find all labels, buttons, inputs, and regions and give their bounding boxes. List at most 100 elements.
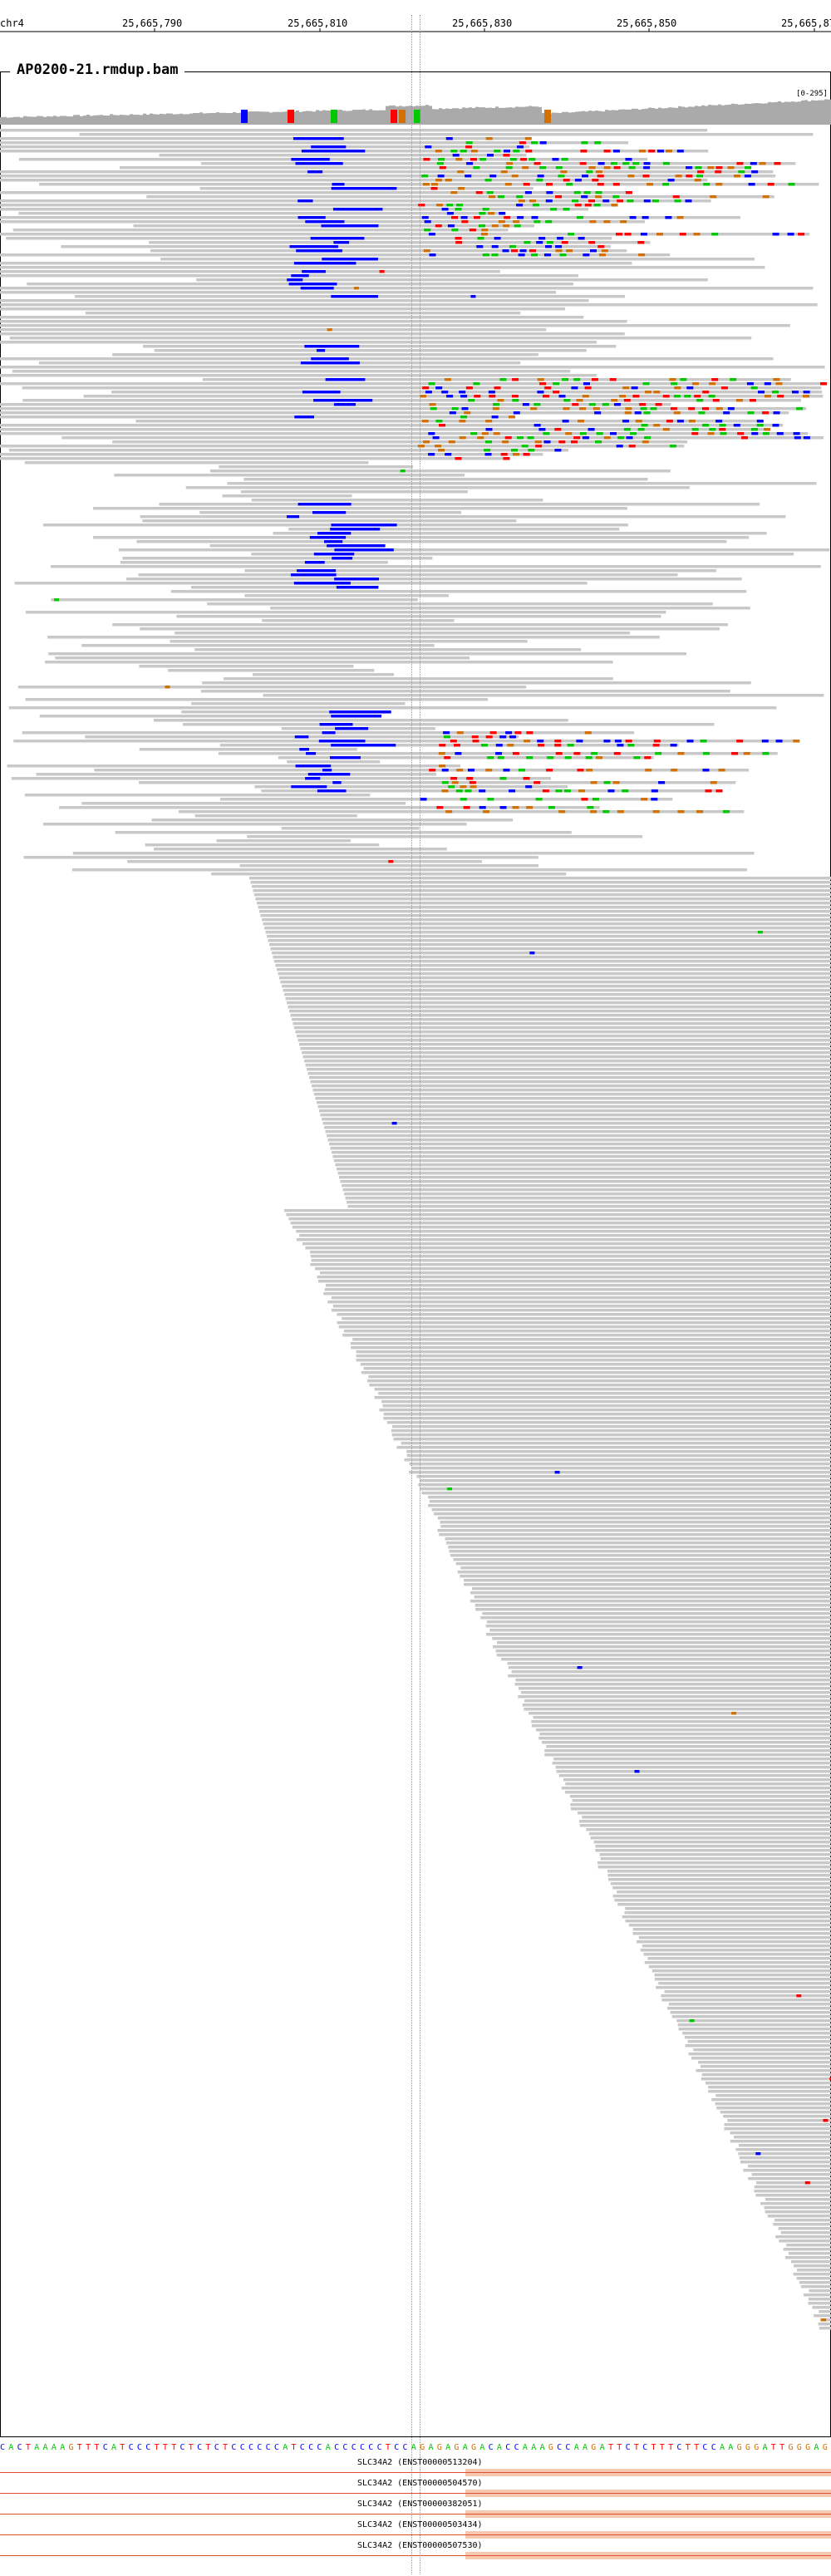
mismatch-base <box>529 199 536 203</box>
gene-feature[interactable]: SLC34A2 (ENST00000507530) <box>0 2541 831 2561</box>
reference-base: G <box>471 2443 477 2452</box>
read <box>337 1313 831 1316</box>
reference-base: A <box>42 2443 48 2452</box>
mismatch-base <box>586 769 593 772</box>
mismatch-base <box>596 170 602 174</box>
read <box>150 249 627 253</box>
mismatch-base <box>709 428 716 431</box>
reference-base: C <box>565 2443 571 2452</box>
mismatch-base <box>612 183 620 186</box>
read <box>0 191 627 194</box>
mismatch-base <box>499 735 507 739</box>
mismatch-base <box>421 420 429 423</box>
gene-feature[interactable]: SLC34A2 (ENST00000513204) <box>0 2458 831 2478</box>
coverage-bar <box>665 108 668 125</box>
coverage-histogram[interactable] <box>0 91 831 125</box>
mismatch-base <box>773 378 780 381</box>
coverage-bar <box>429 106 432 125</box>
mismatch-base <box>436 162 444 165</box>
mismatch-base <box>470 432 478 435</box>
read <box>367 1379 831 1383</box>
read <box>209 544 379 548</box>
read <box>383 1417 831 1420</box>
coverage-bar <box>459 108 462 125</box>
read <box>0 457 508 460</box>
reference-base: C <box>17 2443 23 2452</box>
read <box>0 428 770 431</box>
coverage-bar <box>791 101 794 125</box>
read <box>693 2048 831 2052</box>
mismatch-base <box>727 166 735 170</box>
mismatch-base <box>597 183 604 186</box>
mismatch-base <box>715 170 722 174</box>
mismatch-base <box>444 378 451 381</box>
read <box>0 424 784 427</box>
coverage-bar <box>60 116 63 125</box>
mismatch-base <box>472 740 479 743</box>
read <box>274 960 831 963</box>
mismatch-base <box>671 769 678 772</box>
read <box>544 1749 831 1753</box>
mismatch-base <box>438 752 445 755</box>
track-title[interactable]: AP0200-21.rmdup.bam <box>10 61 185 78</box>
coverage-bar <box>525 106 529 125</box>
mismatch-block <box>297 569 337 573</box>
read <box>194 814 357 818</box>
mismatch-base <box>617 744 624 747</box>
mismatch-base <box>503 224 510 228</box>
read <box>595 1849 831 1852</box>
read <box>475 1604 831 1607</box>
mismatch-base <box>539 141 547 145</box>
read <box>151 819 514 822</box>
read-pileup[interactable] <box>0 129 831 2439</box>
read <box>508 1666 831 1669</box>
coverage-bar <box>10 117 13 125</box>
reference-base: A <box>283 2443 288 2452</box>
mismatch-base <box>485 428 493 431</box>
read <box>297 1035 831 1038</box>
coverage-bar <box>216 112 219 125</box>
read <box>262 918 831 922</box>
read <box>524 1699 831 1703</box>
mismatch-base <box>628 166 636 170</box>
mismatch-base <box>773 411 780 415</box>
read <box>268 939 831 942</box>
read <box>368 1375 831 1379</box>
read <box>310 1080 831 1084</box>
mismatch-base <box>460 785 467 789</box>
mismatch-base <box>751 432 759 435</box>
mismatch-base <box>534 781 541 784</box>
mismatch-base <box>435 150 442 153</box>
mismatch-base <box>777 395 784 398</box>
read <box>383 1413 831 1416</box>
gene-feature[interactable]: SLC34A2 (ENST00000503434) <box>0 2520 831 2540</box>
read <box>337 1172 831 1175</box>
read <box>202 378 791 381</box>
reference-base: G <box>805 2443 811 2452</box>
mismatch-base <box>560 170 568 174</box>
mismatch-base <box>617 810 624 814</box>
reference-base: C <box>342 2443 348 2452</box>
read <box>61 436 824 440</box>
read <box>309 1076 831 1079</box>
read <box>119 166 749 170</box>
mismatch-base <box>503 457 510 460</box>
read <box>281 827 420 830</box>
read <box>270 947 831 951</box>
read <box>401 1442 831 1445</box>
mismatch-base <box>720 432 727 435</box>
mismatch-block <box>329 710 391 714</box>
read <box>723 2115 831 2118</box>
gene-feature[interactable]: SLC34A2 (ENST00000504570) <box>0 2479 831 2499</box>
gene-feature[interactable]: SLC34A2 (ENST00000382051) <box>0 2500 831 2519</box>
mismatch-base <box>617 436 625 440</box>
read <box>486 1633 831 1636</box>
mismatch-base <box>631 386 638 390</box>
read <box>240 490 468 494</box>
mismatch-base <box>542 789 549 793</box>
coverage-bar <box>784 101 788 125</box>
mismatch-block <box>294 415 314 419</box>
mismatch-base <box>524 137 532 140</box>
reference-base: G <box>68 2443 74 2452</box>
